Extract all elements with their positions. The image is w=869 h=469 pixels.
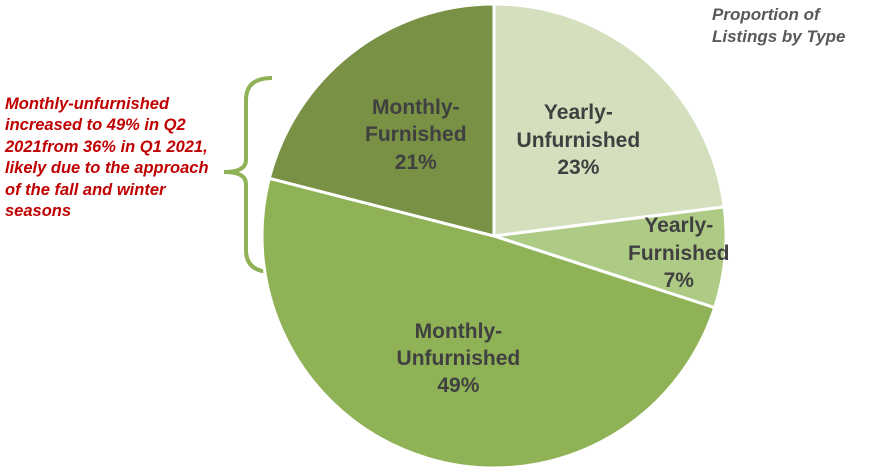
- slice-label: Yearly-Furnished 7%: [604, 213, 754, 295]
- pie-slice: [492, 2, 726, 238]
- value-label: 7%: [663, 269, 694, 293]
- value-label: 21%: [394, 150, 437, 174]
- category-label: Monthly-Unfurnished: [396, 319, 521, 370]
- bracket: [223, 76, 273, 274]
- category-label: Monthly-Furnished: [365, 96, 467, 147]
- value-label: 23%: [557, 155, 600, 179]
- annotation: Monthly-unfurnished increased to 49% in …: [5, 95, 209, 221]
- pie-slice: [267, 2, 496, 238]
- slice-label: Monthly-Unfurnished 49%: [383, 318, 533, 400]
- value-label: 49%: [437, 374, 480, 398]
- pie-slice: [260, 176, 717, 469]
- pie-slice: [493, 205, 728, 310]
- category-label: Yearly-Unfurnished: [516, 101, 641, 152]
- slice-label: Monthly-Furnished 21%: [341, 94, 491, 176]
- chart-title: Proportion of Listings by Type: [712, 5, 846, 47]
- category-label: Yearly-Furnished: [628, 214, 730, 265]
- slice-label: Yearly-Unfurnished 23%: [503, 99, 653, 181]
